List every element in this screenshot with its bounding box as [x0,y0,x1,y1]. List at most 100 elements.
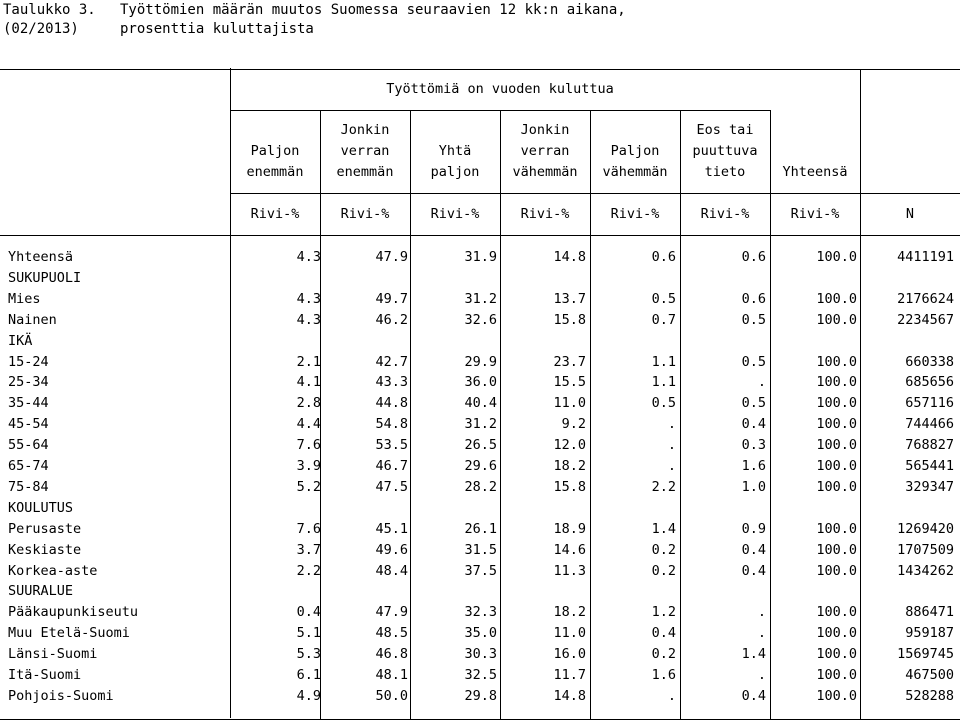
column-header-line: paljon [430,164,480,180]
table-cell: 100.0 [816,290,857,307]
table-cell: 100.0 [816,395,857,412]
table-cell: 18.9 [553,520,586,537]
table-cell: 1.1 [651,374,676,391]
table-cell: 14.8 [553,249,586,265]
unit-label: Rivi-% [700,206,750,222]
table-cell: 657116 [905,395,954,412]
table-cell: 0.4 [741,687,766,704]
row-label: Mies [8,290,41,307]
unit-label: Rivi-% [250,206,300,222]
table-cell: . [667,687,676,704]
column-rule [680,110,681,719]
table-cell: 0.7 [651,311,676,328]
unit-row-rule [0,235,960,236]
caption-line-2: prosenttia kuluttajista [120,21,314,37]
table-cell: 4.3 [296,249,321,265]
table-cell: 1.6 [741,458,766,474]
table-cell: 44.8 [375,395,408,412]
caption-date: (02/2013) [3,21,79,37]
row-label: Pohjois-Suomi [8,687,114,704]
column-rule [590,110,591,719]
table-cell: 886471 [905,604,954,621]
table-cell: 29.6 [464,458,497,474]
row-label: 45-54 [8,416,49,433]
row-label: Korkea-aste [8,562,98,579]
table-cell: 660338 [905,353,954,370]
table-cell: 329347 [905,478,954,495]
column-header-line: Eos tai [696,122,754,138]
table-cell: 48.1 [375,667,408,683]
table-cell: 100.0 [816,353,857,370]
table-cell: 0.6 [651,249,676,265]
column-header-line: verran [520,143,570,159]
table-cell: 100.0 [816,520,857,537]
table-top-rule [0,69,960,70]
table-cell: 4.1 [296,374,321,391]
table-cell: 100.0 [816,541,857,558]
table-cell: 4.4 [296,416,321,433]
table-cell: 685656 [905,374,954,391]
table-cell: 959187 [905,625,954,642]
table-cell: 2.2 [651,478,676,495]
table-cell: 31.9 [464,249,497,265]
table-cell: 0.4 [296,604,321,621]
table-cell: 100.0 [816,374,857,391]
table-cell: 0.3 [741,437,766,454]
label-column-rule [230,68,231,718]
table-cell: 1.6 [651,667,676,683]
column-header-line: vähemmän [602,164,668,180]
row-label: SUURALUE [8,583,74,600]
row-label: 25-34 [8,374,49,391]
table-cell: 23.7 [553,353,586,370]
table-cell: 5.3 [296,646,321,663]
table-cell: 0.4 [651,625,676,642]
table-cell: 3.9 [296,458,321,474]
table-cell: 0.9 [741,520,766,537]
row-label: Itä-Suomi [8,667,82,683]
column-header-line: Jonkin [520,122,570,138]
table-cell: 1.0 [741,478,766,495]
table-cell: 29.9 [464,353,497,370]
table-cell: . [757,604,766,621]
table-cell: 100.0 [816,562,857,579]
table-cell: 16.0 [553,646,586,663]
row-label: SUKUPUOLI [8,269,82,286]
table-cell: 48.4 [375,562,408,579]
table-cell: 100.0 [816,625,857,642]
table-cell: 47.5 [375,478,408,495]
table-cell: 29.8 [464,687,497,704]
column-header-line: enemmän [336,164,394,180]
table-cell: 18.2 [553,604,586,621]
table-cell: 0.2 [651,646,676,663]
table-cell: 14.6 [553,541,586,558]
table-cell: 45.1 [375,520,408,537]
table-cell: 100.0 [816,646,857,663]
column-header-line: Jonkin [340,122,390,138]
table-cell: 1434262 [897,562,954,579]
unit-label: Rivi-% [430,206,480,222]
table-cell: 35.0 [464,625,497,642]
table-cell: 100.0 [816,437,857,454]
column-rule [410,110,411,719]
table-cell: 2.1 [296,353,321,370]
data-table: Työttömiä on vuoden kuluttua Paljon enemmä… [0,68,960,720]
table-cell: 100.0 [816,478,857,495]
table-cell: 4411191 [897,249,954,265]
row-label: 35-44 [8,395,49,412]
table-cell: 32.6 [464,311,497,328]
unit-label: Rivi-% [610,206,660,222]
table-cell: 14.8 [553,687,586,704]
table-cell: 100.0 [816,687,857,704]
table-cell: 11.3 [553,562,586,579]
table-cell: 30.3 [464,646,497,663]
column-rule [770,110,771,719]
table-cell: 0.6 [741,290,766,307]
table-cell: 100.0 [816,458,857,474]
column-header-line: puuttuva [692,143,758,159]
column-header-line: Yhtä [438,143,472,159]
table-cell: 47.9 [375,604,408,621]
table-cell: 0.6 [741,249,766,265]
table-cell: 2.8 [296,395,321,412]
column-header-line: verran [340,143,390,159]
table-cell: 36.0 [464,374,497,391]
